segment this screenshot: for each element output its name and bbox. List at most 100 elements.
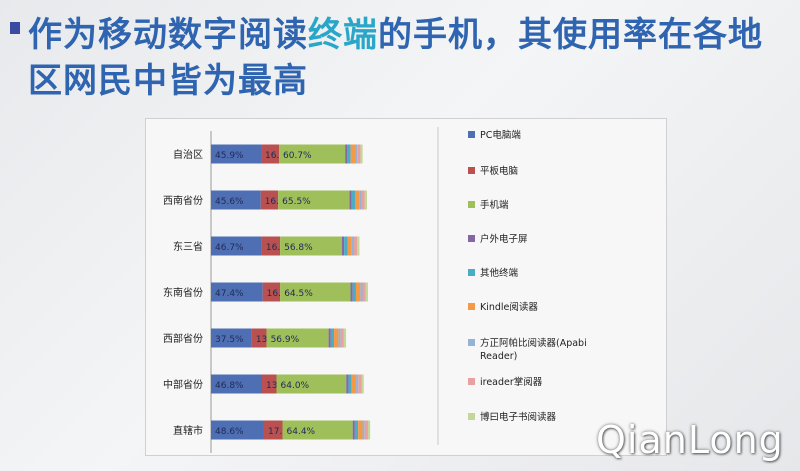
bar-segment (211, 236, 262, 256)
data-label: 65.5% (282, 197, 311, 207)
bar-segment (343, 328, 347, 348)
title-bullet (10, 22, 20, 34)
category-label: 中部省份 (163, 378, 203, 391)
bar-segment (348, 374, 352, 394)
legend-label: 平板电脑 (480, 165, 518, 177)
data-label: 37.5% (215, 335, 244, 345)
legend-label: 其他终端 (480, 267, 519, 279)
bar-segment (346, 374, 349, 394)
bar-segment (352, 420, 355, 440)
legend-label: ireader掌阅器 (480, 376, 543, 388)
bar-segment (262, 282, 281, 302)
bar-segment (365, 282, 368, 302)
bar-segment (338, 328, 341, 348)
category-label: 西部省份 (163, 332, 203, 345)
bar-segment (211, 420, 264, 440)
title-part1: 作为移动数字阅读 (28, 15, 308, 55)
bar-segment (280, 236, 343, 256)
bar-segment (350, 282, 353, 302)
bar-segment (364, 190, 367, 210)
bar-segment (251, 328, 267, 348)
bar-segment (347, 236, 352, 256)
bar-segment (367, 420, 371, 440)
title-line2: 区网民中皆为最高 (28, 61, 308, 101)
bar-segment (354, 190, 360, 210)
data-label: 45.9% (215, 151, 244, 161)
data-label: 56.8% (284, 243, 313, 253)
bar-segment (211, 328, 252, 348)
legend-swatch (468, 235, 475, 242)
legend-swatch (468, 131, 475, 138)
title-highlight: 终端 (308, 15, 378, 55)
bar-segment (360, 282, 363, 302)
category-label: 直辖市 (173, 424, 203, 437)
legend-label: 方正阿帕比阅读器(Apabi (480, 337, 587, 349)
bar-segment (211, 374, 263, 394)
title-part2: 的手机，其使用率在各地 (378, 15, 763, 55)
bar-segment (282, 420, 353, 440)
bar-segment (352, 282, 356, 302)
bar-segment (357, 236, 360, 256)
data-label: 17.0% (268, 427, 297, 437)
bar-segment (328, 328, 331, 348)
legend-swatch (468, 378, 475, 385)
bar-segment (263, 420, 283, 440)
bar-segment (278, 190, 350, 210)
stacked-bar-chart: 自治区45.9%16.5%60.7%西南省份45.6%16.0%65.5%东三省… (163, 127, 587, 453)
legend-label: PC电脑端 (480, 129, 521, 141)
bar-segment (276, 374, 347, 394)
legend-swatch (468, 269, 475, 276)
bar-segment (342, 236, 345, 256)
bar-segment (361, 190, 365, 210)
bar-segment (354, 144, 358, 164)
bar-segment (359, 190, 362, 210)
legend-label-cont: Reader) (480, 351, 517, 362)
bar-segment (340, 328, 344, 348)
legend-swatch (468, 201, 475, 208)
chart-panel: 自治区45.9%16.5%60.7%西南省份45.6%16.0%65.5%东三省… (145, 118, 667, 456)
category-label: 东三省 (173, 240, 203, 253)
legend-swatch (468, 303, 475, 310)
bar-segment (362, 420, 365, 440)
bar-segment (358, 374, 362, 394)
bar-segment (280, 282, 351, 302)
bar-segment (262, 374, 277, 394)
bar-segment (279, 144, 346, 164)
data-label: 60.7% (283, 151, 312, 161)
bar-segment (330, 328, 335, 348)
bar-segment (266, 328, 329, 348)
category-label: 西南省份 (163, 194, 203, 207)
bar-segment (211, 282, 263, 302)
bar-segment (334, 328, 339, 348)
bar-segment (260, 190, 279, 210)
legend-label: 手机端 (480, 199, 509, 211)
data-label: 64.4% (287, 427, 316, 437)
data-label: 46.7% (215, 243, 244, 253)
data-label: 48.6% (215, 427, 244, 437)
bar-segment (211, 144, 262, 164)
bar-segment (360, 144, 363, 164)
bar-segment (358, 420, 363, 440)
category-label: 自治区 (173, 148, 203, 161)
bar-segment (351, 374, 357, 394)
data-label: 47.4% (215, 289, 244, 299)
bar-segment (350, 144, 355, 164)
legend-swatch (468, 167, 475, 174)
bar-segment (354, 236, 358, 256)
bar-segment (351, 190, 355, 210)
bar-segment (261, 236, 281, 256)
bar-segment (345, 144, 348, 164)
bar-segment (362, 282, 366, 302)
bar-segment (211, 190, 261, 210)
data-label: 56.9% (271, 335, 300, 345)
bar-segment (351, 236, 355, 256)
bar-segment (349, 190, 352, 210)
watermark: QianLong (596, 418, 784, 462)
bar-segment (364, 420, 368, 440)
bar-segment (361, 374, 364, 394)
legend-label: Kindle阅读器 (480, 301, 538, 313)
bar-segment (357, 144, 361, 164)
bar-segment (356, 374, 359, 394)
bar-segment (347, 144, 351, 164)
bar-segment (354, 420, 359, 440)
